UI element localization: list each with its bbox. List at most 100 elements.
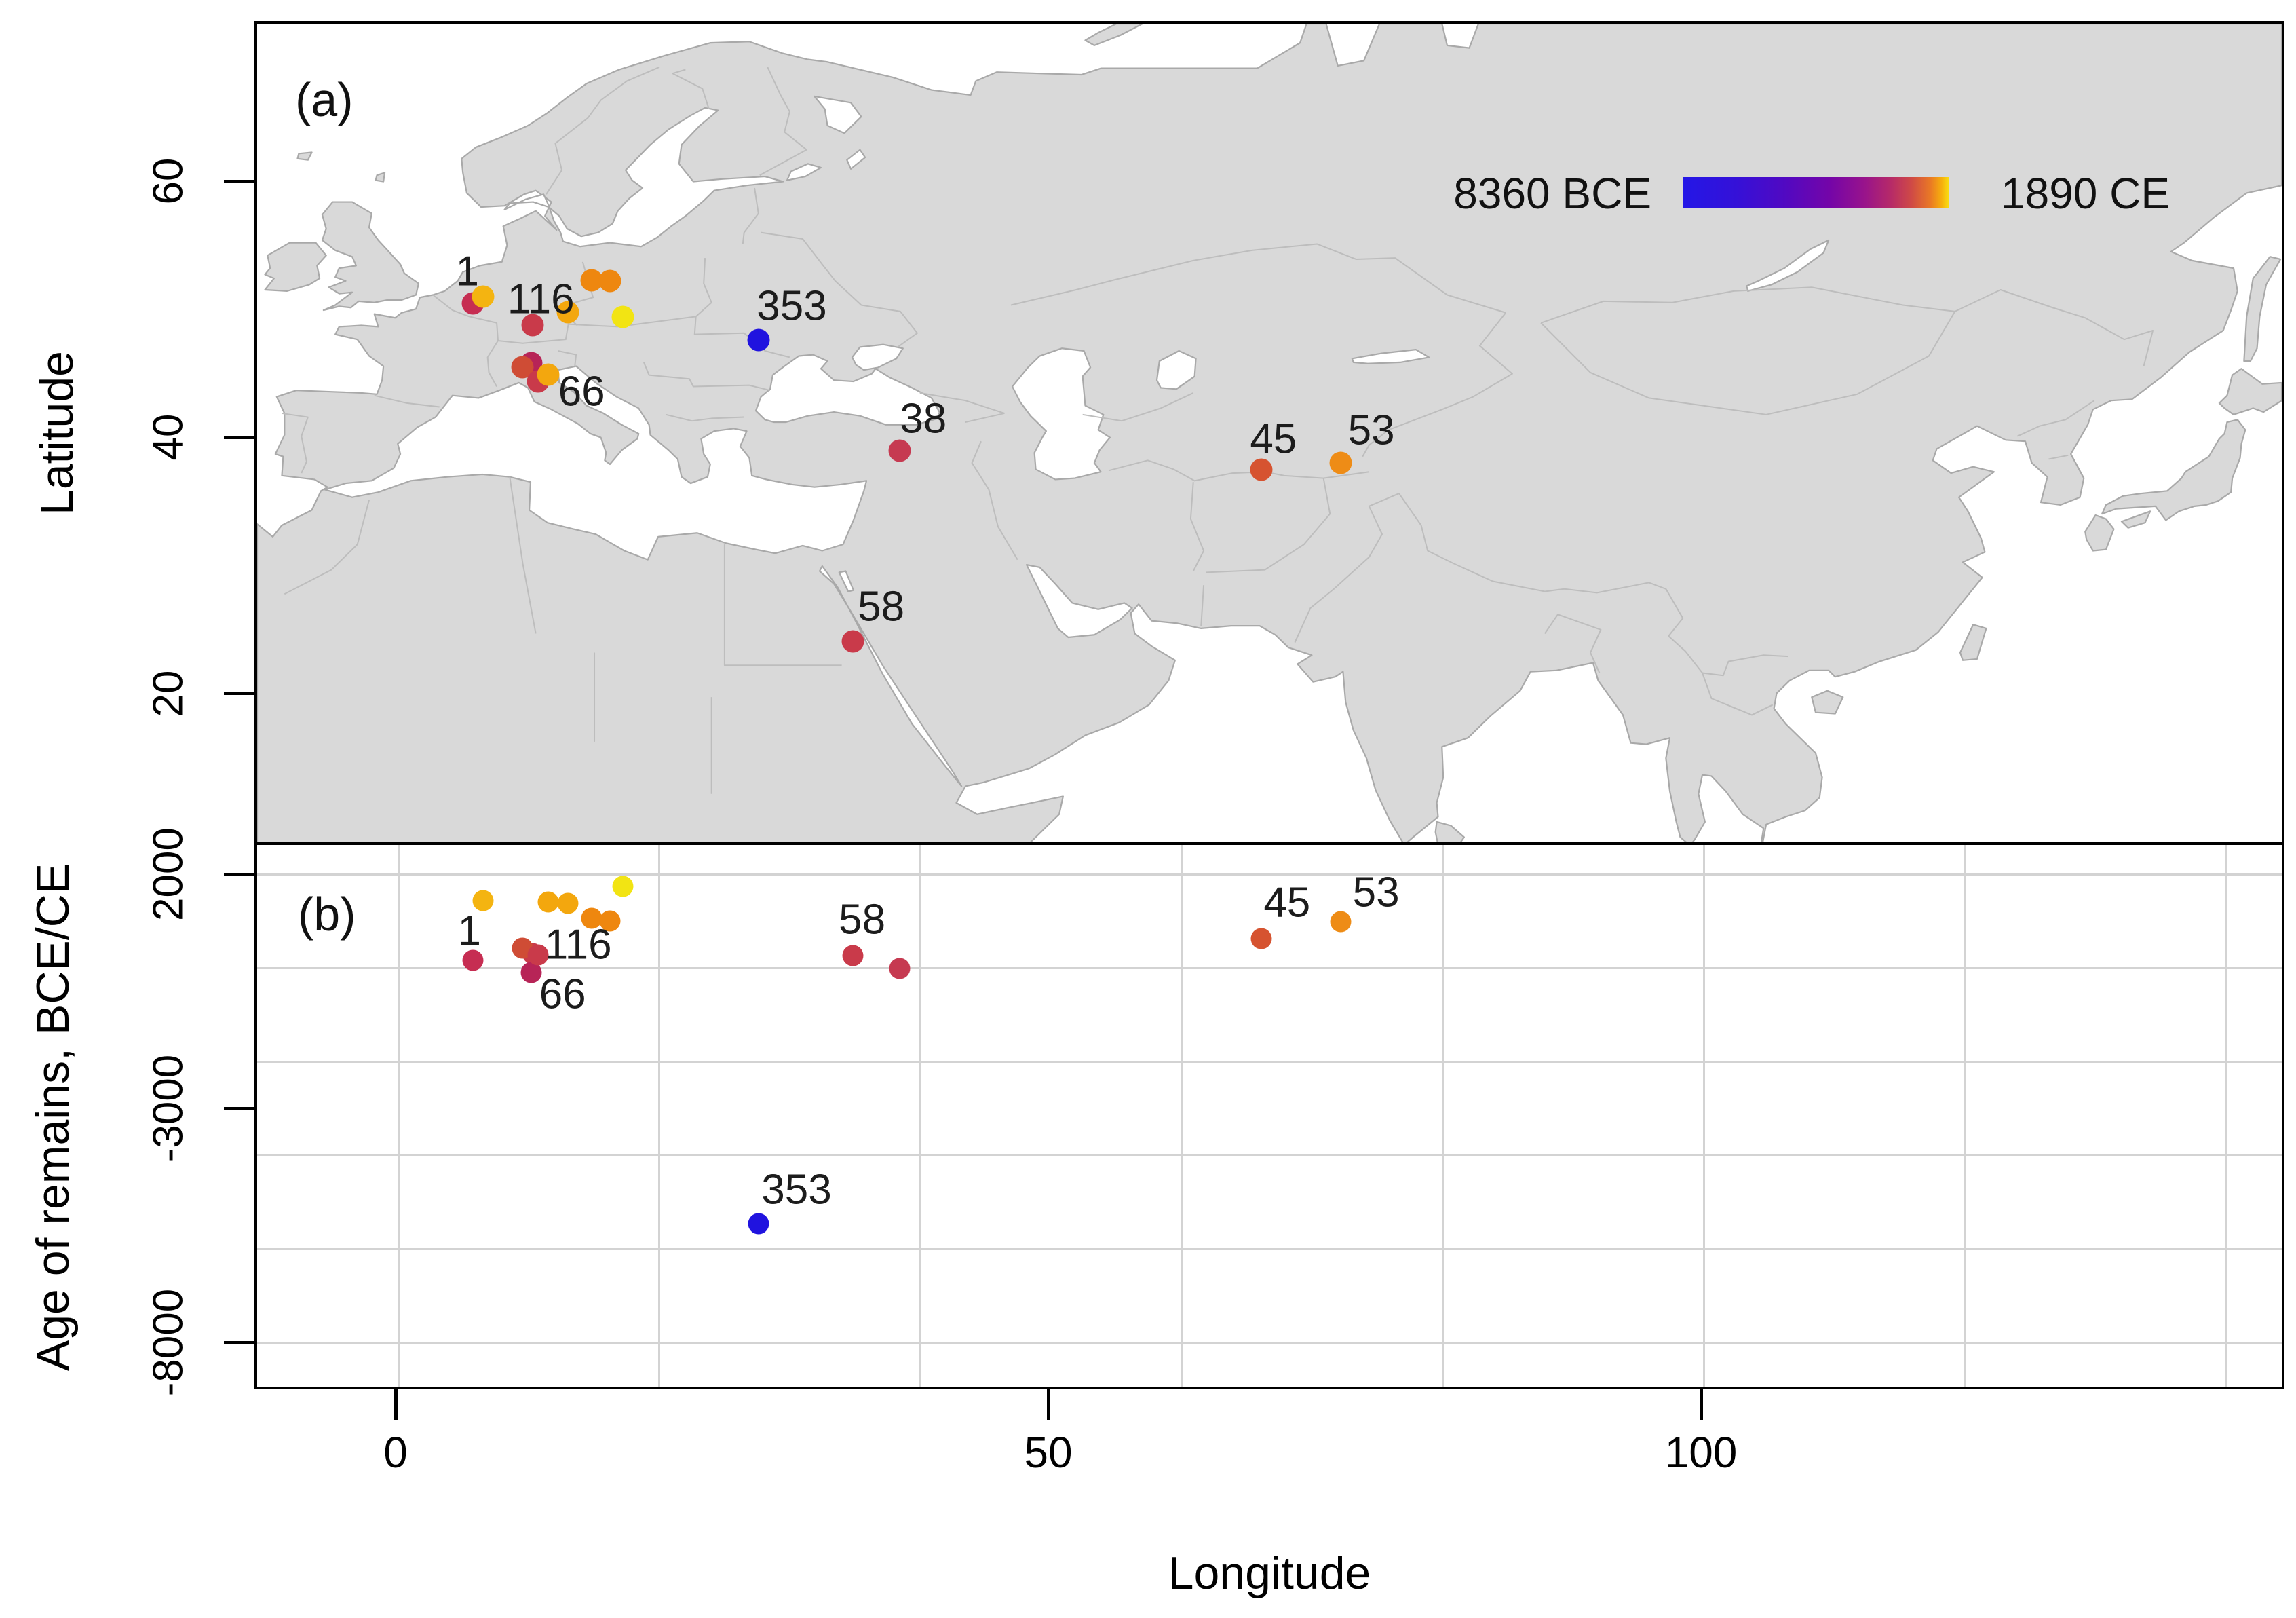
- baltic-sea: [505, 108, 784, 246]
- border-morocco-algeria: [284, 500, 369, 594]
- border-france-spain: [375, 396, 440, 407]
- border-iran-afghan: [1191, 482, 1204, 571]
- y-tick-label-panel-a: 20: [145, 670, 192, 717]
- scatter-point-label: 1: [457, 907, 481, 955]
- border-russia-kazakhstan: [1011, 244, 1506, 312]
- map-point: [598, 269, 621, 293]
- mediterranean-sea: [325, 366, 866, 560]
- border-india-pakistan: [1295, 493, 1399, 642]
- border-bulgaria-greece: [666, 415, 744, 421]
- scatter-point-45: [1250, 928, 1272, 949]
- gridline-vertical: [919, 845, 922, 1387]
- scatter-point: [557, 892, 579, 914]
- border-himalaya: [1399, 493, 1666, 592]
- scatter-point-label: 66: [539, 971, 586, 1018]
- y-tick-mark-panel-b: [224, 1340, 254, 1344]
- colorbar-gradient: [1683, 177, 1949, 208]
- map-point-116: [521, 314, 544, 337]
- y-tick-mark-panel-b: [224, 1106, 254, 1110]
- ireland: [265, 243, 326, 291]
- border-kazakh-china: [1362, 313, 1512, 457]
- gridline-vertical: [1180, 845, 1183, 1387]
- border-korea-dmz: [2049, 455, 2069, 459]
- y-tick-mark-panel-a: [224, 435, 254, 439]
- border-italy-slovenia: [558, 351, 576, 366]
- scatter-point-66: [520, 962, 542, 983]
- scatter-point-58: [842, 945, 864, 966]
- hokkaido: [2219, 369, 2282, 415]
- border-alps: [498, 324, 618, 343]
- scatter-point-38: [889, 958, 911, 979]
- scatter-point-53: [1330, 911, 1352, 933]
- gridline-horizontal: [257, 966, 2282, 969]
- gridlines-layer: [257, 845, 2282, 1387]
- colorbar-min-label: 8360 BCE: [1453, 169, 1651, 218]
- border-algeria-tunisia-libya: [510, 477, 535, 634]
- scatter-point-353: [748, 1213, 769, 1235]
- scatter-point: [581, 907, 602, 929]
- map-point-label: 116: [507, 276, 575, 323]
- caspian-sea: [1012, 348, 1110, 479]
- hainan: [1812, 691, 1843, 714]
- y-tick-label-panel-a: 40: [145, 413, 192, 461]
- gridline-horizontal: [257, 1060, 2282, 1063]
- sea-of-azov: [852, 345, 903, 371]
- map-point-45: [1250, 458, 1273, 481]
- map-point: [611, 305, 634, 328]
- map-point-label: 58: [858, 583, 905, 631]
- border-afghan-pakistan: [1206, 478, 1330, 573]
- border-china-korea: [2017, 400, 2094, 436]
- border-kazakh-uzbek: [1083, 393, 1193, 421]
- scatter-point-label: 116: [544, 921, 612, 968]
- great-britain: [322, 202, 419, 310]
- scatter-point-label: 58: [839, 896, 886, 943]
- scatter-points-layer: 1 116 66 353 58 45 53: [257, 845, 2282, 1387]
- panel-a-map: (a) 8360 BCE 1890 CE 1 116 66 353 38 58 45 53: [254, 21, 2284, 845]
- map-points-layer: 1 116 66 353 38 58 45 53: [257, 24, 2282, 842]
- x-axis-title-longitude: Longitude: [1168, 1547, 1371, 1599]
- kyushu: [2085, 515, 2113, 551]
- scatter-point: [537, 891, 559, 913]
- border-mongolia: [1541, 287, 1955, 415]
- map-point-label: 53: [1347, 407, 1395, 454]
- map-point-58: [841, 630, 864, 653]
- colorbar-max-label: 1890 CE: [2001, 169, 2170, 218]
- y-axis-title-age: Age of remains, BCE/CE: [27, 863, 79, 1372]
- lake-baikal: [1746, 240, 1829, 291]
- map-point-53: [1329, 451, 1352, 474]
- x-tick-label: 0: [383, 1428, 408, 1477]
- border-portugal-spain: [282, 413, 307, 473]
- scatter-point-label: 53: [1352, 869, 1400, 916]
- mainland: [257, 24, 2282, 842]
- gridline-vertical: [2225, 845, 2227, 1387]
- gridline-horizontal: [257, 1247, 2282, 1250]
- border-amur: [1955, 290, 2153, 366]
- y-tick-label-panel-a: 60: [145, 157, 192, 205]
- scatter-point: [612, 876, 634, 897]
- border-thailand-laos: [1702, 673, 1773, 715]
- border-turkmen-iran-afghan: [1109, 460, 1369, 481]
- y-tick-label-panel-b: -3000: [145, 1054, 192, 1163]
- border-baltics-russia: [743, 188, 759, 244]
- scatter-point: [472, 890, 494, 911]
- taiwan: [1960, 624, 1986, 660]
- panel-b-scatter: (b) 1 116 66 353 58 45 53: [254, 845, 2284, 1389]
- lake-ladoga: [787, 164, 821, 180]
- faroe-islands: [297, 152, 311, 159]
- gridline-horizontal: [257, 1341, 2282, 1344]
- eurasia-map: [257, 24, 2282, 842]
- novaya-zemlya: [1085, 24, 1142, 45]
- sakhalin: [2244, 257, 2280, 361]
- border-libya-egypt-sudan: [725, 544, 842, 665]
- x-tick-label: 50: [1024, 1428, 1073, 1477]
- shikoku: [2122, 511, 2150, 527]
- gridline-horizontal: [257, 873, 2282, 876]
- scatter-point-label: 45: [1263, 879, 1311, 926]
- border-finland-russia: [760, 67, 807, 175]
- border-danube: [644, 362, 770, 390]
- y-tick-label-panel-b: 2000: [145, 827, 192, 921]
- border-ukraine-russia: [835, 281, 917, 347]
- gridline-vertical: [397, 845, 400, 1387]
- border-iran-pakistan: [1201, 585, 1204, 626]
